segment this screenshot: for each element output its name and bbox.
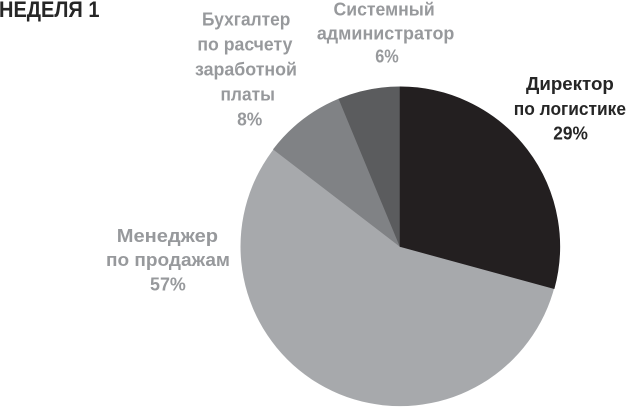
svg-text:8%: 8% (237, 109, 263, 130)
svg-text:Бухгалтер: Бухгалтер (202, 9, 290, 30)
svg-text:29%: 29% (553, 123, 588, 144)
svg-text:Менеджер: Менеджер (117, 225, 218, 246)
svg-text:заработной: заработной (195, 59, 297, 80)
svg-text:по логистике: по логистике (514, 98, 626, 119)
svg-text:платы: платы (220, 84, 275, 105)
svg-text:по расчету: по расчету (197, 34, 293, 55)
svg-text:администратор: администратор (317, 22, 455, 43)
svg-text:6%: 6% (375, 46, 399, 67)
svg-text:по продажам: по продажам (106, 249, 230, 270)
svg-text:Системный: Системный (334, 0, 435, 20)
svg-text:НЕДЕЛЯ 1: НЕДЕЛЯ 1 (0, 0, 100, 22)
svg-text:57%: 57% (150, 274, 186, 295)
svg-text:Директор: Директор (526, 73, 614, 94)
